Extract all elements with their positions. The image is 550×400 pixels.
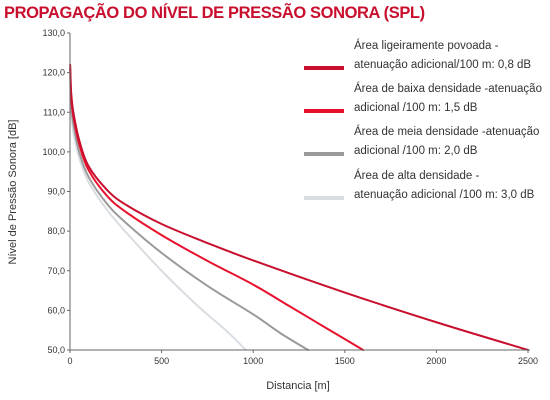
legend-label-2: Área de baixa densidade -atenuação xyxy=(354,82,542,95)
x-tick-label: 1500 xyxy=(335,356,355,366)
legend-label-4: atenuação adicional /100 m: 3,0 dB xyxy=(354,189,535,201)
x-tick-label: 2500 xyxy=(518,356,538,366)
y-tick-label: 100,0 xyxy=(42,147,65,157)
chart-title: PROPAGAÇÃO DO NÍVEL DE PRESSÃO SONORA (S… xyxy=(4,4,425,22)
x-tick-label: 1000 xyxy=(243,356,263,366)
y-tick-label: 70,0 xyxy=(47,266,65,276)
legend: Área ligeiramente povoada - atenuação adi… xyxy=(304,39,542,201)
series-line-3 xyxy=(69,75,310,351)
legend-label-3: Área de meia densidade -atenuação xyxy=(354,125,539,138)
legend-label-1: Área ligeiramente povoada - xyxy=(354,39,499,52)
x-tick-label: 2000 xyxy=(426,356,446,366)
x-tick-label: 500 xyxy=(154,356,169,366)
y-tick-label: 60,0 xyxy=(47,305,65,315)
axes-layer: 50,0 60,0 70,0 80,0 90,0 100,0 110,0 120,0 130,0… xyxy=(7,28,538,392)
x-axis-label: Distancia [m] xyxy=(266,380,330,392)
y-axis-label: Nível de Pressão Sonora [dB] xyxy=(7,120,19,265)
legend-label-4: Área de alta densidade - xyxy=(354,169,479,182)
x-tick-label: 0 xyxy=(67,356,72,366)
y-tick-label: 130,0 xyxy=(42,28,65,38)
series-line-1 xyxy=(69,63,529,351)
y-tick-label: 90,0 xyxy=(47,187,65,197)
legend-label-3: adicional /100 m: 2,0 dB xyxy=(354,145,478,157)
y-tick-label: 120,0 xyxy=(42,68,65,78)
y-tick-label: 50,0 xyxy=(47,345,65,355)
series-layer xyxy=(69,63,529,351)
series-line-4 xyxy=(69,83,247,351)
legend-label-2: adicional /100 m: 1,5 dB xyxy=(354,102,478,114)
y-tick-label: 110,0 xyxy=(43,107,65,117)
legend-label-1: atenuação adicional/100 m: 0,8 dB xyxy=(354,59,531,71)
y-tick-label: 80,0 xyxy=(47,226,65,236)
